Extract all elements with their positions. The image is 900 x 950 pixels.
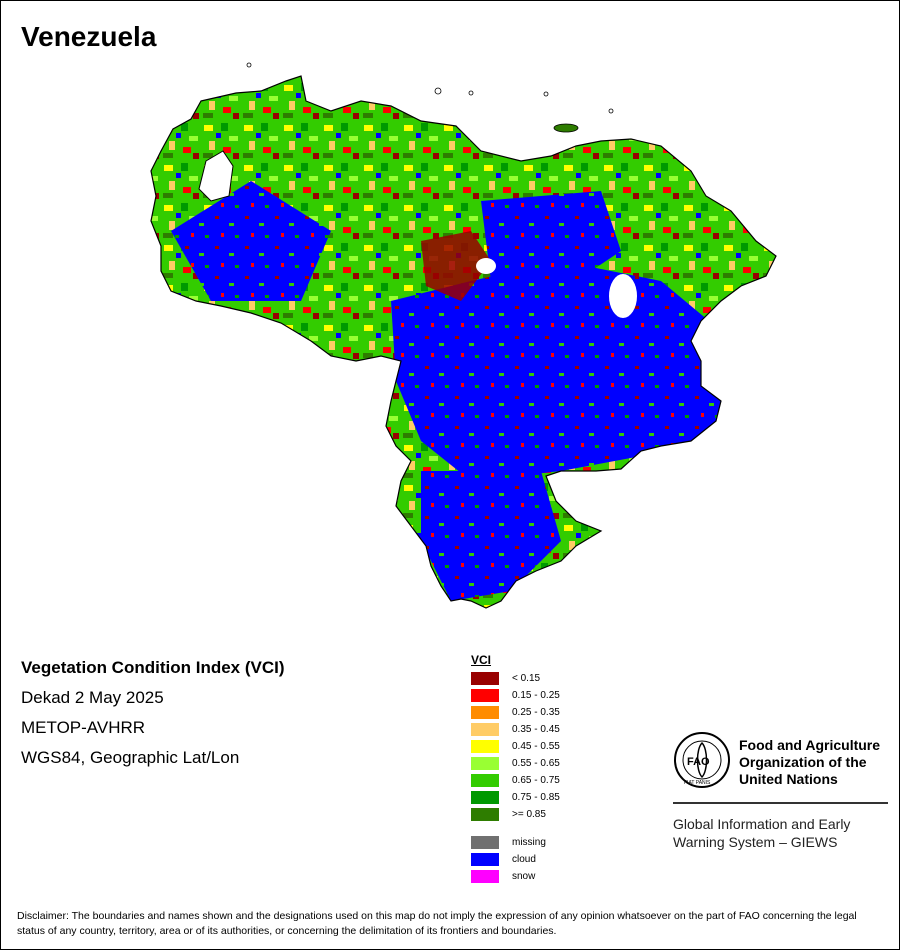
org-name-line-2: Organization of the [739, 754, 867, 770]
legend-item: 0.45 - 0.55 [471, 738, 560, 755]
legend-swatch [471, 672, 499, 685]
legend-item: cloud [471, 851, 560, 868]
legend-swatch [471, 836, 499, 849]
map-title: Venezuela [21, 21, 157, 52]
legend-item: 0.25 - 0.35 [471, 704, 560, 721]
sensor-label: METOP-AVHRR [21, 718, 146, 737]
legend-label: 0.65 - 0.75 [512, 775, 560, 786]
legend-item: < 0.15 [471, 670, 560, 687]
legend-swatch [471, 774, 499, 787]
vci-legend: VCI < 0.15 0.15 - 0.25 0.25 - 0.35 0.35 - 0… [471, 653, 560, 885]
org-name: Food and Agriculture Organization of the… [739, 737, 899, 788]
legend-label: 0.25 - 0.35 [512, 707, 560, 718]
giews-line-1: Global Information and Early [673, 816, 851, 832]
emblem-motto: FIAT PANIS [684, 780, 711, 786]
org-name-line-1: Food and Agriculture [739, 737, 881, 753]
period-label: Dekad 2 May 2025 [21, 688, 164, 707]
legend-item: 0.65 - 0.75 [471, 772, 560, 789]
legend-label: 0.75 - 0.85 [512, 792, 560, 803]
legend-swatch [471, 757, 499, 770]
legend-label: < 0.15 [512, 673, 541, 684]
vci-raster [151, 76, 776, 608]
index-name: Vegetation Condition Index (VCI) [21, 658, 285, 677]
legend-swatch [471, 870, 499, 883]
legend-swatch [471, 853, 499, 866]
legend-label: >= 0.85 [512, 809, 546, 820]
divider [673, 802, 888, 804]
legend-item: 0.55 - 0.65 [471, 755, 560, 772]
legend-label: 0.35 - 0.45 [512, 724, 560, 735]
projection-label: WGS84, Geographic Lat/Lon [21, 748, 240, 767]
legend-item: 0.75 - 0.85 [471, 789, 560, 806]
giews-line-2: Warning System – GIEWS [673, 834, 838, 850]
emblem-text: FAO [687, 756, 710, 768]
legend-item: missing [471, 834, 560, 851]
legend-label: cloud [512, 854, 536, 865]
map-info: Vegetation Condition Index (VCI) Dekad 2… [21, 657, 285, 777]
legend-title: VCI [471, 653, 492, 667]
legend-label: missing [512, 837, 546, 848]
legend-other: missing cloud snow [471, 834, 560, 885]
legend-label: snow [512, 871, 536, 882]
legend-swatch [471, 740, 499, 753]
legend-swatch [471, 791, 499, 804]
legend-item: snow [471, 868, 560, 885]
legend-label: 0.45 - 0.55 [512, 741, 560, 752]
disclaimer: Disclaimer: The boundaries and names sho… [17, 910, 857, 937]
legend-swatch [471, 723, 499, 736]
legend-label: 0.15 - 0.25 [512, 690, 560, 701]
org-name-line-3: United Nations [739, 771, 838, 787]
fao-emblem-icon: FAO FIAT PANIS [674, 732, 730, 788]
islands [246, 62, 614, 133]
lake-maracaibo [198, 150, 234, 202]
legend-swatch [471, 689, 499, 702]
legend-label: 0.55 - 0.65 [512, 758, 560, 769]
legend-classes: < 0.15 0.15 - 0.25 0.25 - 0.35 0.35 - 0.45 0… [471, 670, 560, 823]
legend-swatch [471, 706, 499, 719]
giews-label: Global Information and Early Warning Sys… [673, 815, 888, 851]
legend-swatch [471, 808, 499, 821]
vci-map[interactable] [1, 1, 899, 641]
legend-item: 0.35 - 0.45 [471, 721, 560, 738]
legend-item: >= 0.85 [471, 806, 560, 823]
legend-item: 0.15 - 0.25 [471, 687, 560, 704]
